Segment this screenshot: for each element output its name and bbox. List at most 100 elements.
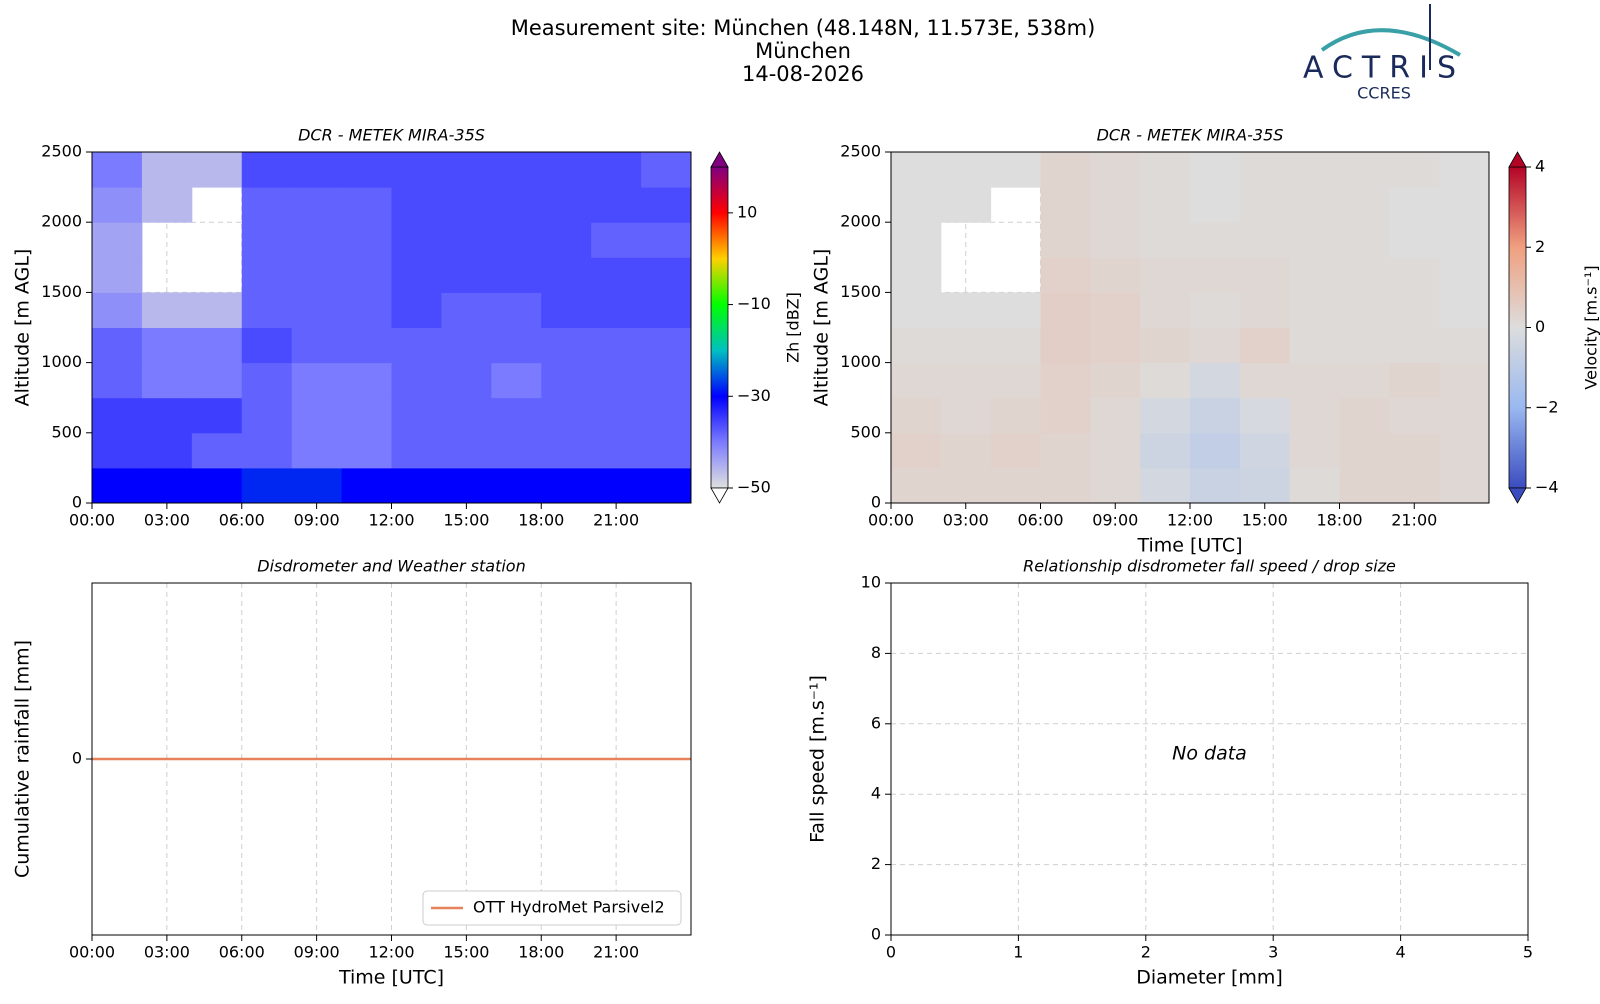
heatmap-cell (1041, 328, 1091, 364)
x-tick-label: 12:00 (368, 511, 414, 530)
heatmap-cell (142, 328, 192, 364)
annotation: No data (1172, 743, 1247, 765)
heatmap-cell (1240, 468, 1290, 504)
heatmap-cell (1090, 433, 1140, 469)
heatmap-cell (1290, 328, 1340, 364)
heatmap-cell (142, 363, 192, 399)
heatmap-cell (192, 328, 242, 364)
x-tick-label: 18:00 (518, 511, 564, 530)
heatmap-cell (92, 433, 142, 469)
heatmap (891, 152, 1490, 504)
heatmap-cell (891, 152, 941, 188)
heatmap-cell (491, 328, 541, 364)
heatmap-cell (192, 398, 242, 434)
heatmap-cell (1041, 187, 1091, 223)
colorbar-extend (1509, 488, 1526, 503)
heatmap-cell (342, 328, 392, 364)
heatmap-cell (92, 187, 142, 223)
heatmap-cell (941, 328, 991, 364)
heatmap-cell (641, 222, 691, 258)
heatmap-cell (1439, 433, 1489, 469)
heatmap-cell (591, 187, 641, 223)
heatmap-cell (541, 468, 591, 504)
heatmap-cell (441, 468, 491, 504)
x-tick-label: 03:00 (144, 943, 190, 962)
heatmap-cell (491, 292, 541, 328)
heatmap-cell (1140, 292, 1190, 328)
heatmap-cell (342, 292, 392, 328)
legend-label: OTT HydroMet Parsivel2 (473, 898, 665, 917)
heatmap-cell (342, 152, 392, 188)
heatmap-cell (941, 363, 991, 399)
colorbar-tick-label: −2 (1535, 397, 1559, 416)
heatmap-cell (242, 398, 292, 434)
heatmap-cell (1340, 328, 1390, 364)
x-tick-label: 1 (1013, 943, 1023, 962)
heatmap-cell (292, 363, 342, 399)
colorbar-tick-label: 10 (737, 202, 757, 221)
heatmap-cell (1041, 363, 1091, 399)
heatmap-cell (242, 292, 292, 328)
heatmap-cell (392, 152, 442, 188)
heatmap-cell (92, 468, 142, 504)
heatmap-cell (1340, 292, 1390, 328)
heatmap-cell (1389, 257, 1439, 293)
x-tick-label: 15:00 (1242, 511, 1288, 530)
heatmap-cell (541, 292, 591, 328)
heatmap-cell (1389, 187, 1439, 223)
colorbar-extend (1509, 152, 1526, 167)
heatmap-cell (1140, 328, 1190, 364)
heatmap-cell (1140, 152, 1190, 188)
heatmap-cell (641, 257, 691, 293)
heatmap-cell (1340, 398, 1390, 434)
heatmap-cell (1041, 152, 1091, 188)
heatmap-cell (292, 328, 342, 364)
heatmap-cell (541, 187, 591, 223)
heatmap-cell (1041, 222, 1091, 258)
heatmap-cell (891, 433, 941, 469)
colorbar-tick-label: 0 (1535, 317, 1545, 336)
x-tick-label: 0 (886, 943, 896, 962)
y-tick-label: 2500 (840, 142, 881, 161)
heatmap-cell (1041, 398, 1091, 434)
y-tick-label: 6 (871, 713, 881, 732)
heatmap-cell (1240, 398, 1290, 434)
heatmap-cell (941, 187, 991, 223)
x-tick-label: 06:00 (219, 943, 265, 962)
x-tick-label: 21:00 (593, 943, 639, 962)
heatmap-cell (392, 468, 442, 504)
heatmap-cell (591, 468, 641, 504)
x-tick-label: 21:00 (1391, 511, 1437, 530)
heatmap-cell (1090, 328, 1140, 364)
heatmap-cell (1090, 152, 1140, 188)
heatmap-cell (1190, 468, 1240, 504)
heatmap-cell (342, 363, 392, 399)
heatmap-cell (491, 257, 541, 293)
heatmap-cell (92, 222, 142, 258)
heatmap-cell (1240, 292, 1290, 328)
heatmap-cell (891, 292, 941, 328)
heatmap-cell (591, 398, 641, 434)
y-tick-label: 1000 (41, 352, 82, 371)
heatmap-cell (441, 222, 491, 258)
y-tick-label: 2 (871, 854, 881, 873)
heatmap-cell (1090, 187, 1140, 223)
y-tick-label: 2500 (41, 142, 82, 161)
heatmap-cell (991, 292, 1041, 328)
x-tick-label: 09:00 (294, 943, 340, 962)
heatmap-cell (1439, 222, 1489, 258)
heatmap-cell (342, 222, 392, 258)
colorbar-tick-label: −4 (1535, 478, 1559, 497)
heatmap-cell (342, 187, 392, 223)
y-tick-label: 10 (861, 573, 881, 592)
heatmap-cell (991, 363, 1041, 399)
heatmap-cell (491, 398, 541, 434)
heatmap-cell (92, 257, 142, 293)
heatmap-cell (1439, 152, 1489, 188)
panel-title: DCR - METEK MIRA-35S (1097, 126, 1284, 145)
heatmap-cell (541, 433, 591, 469)
x-tick-label: 3 (1268, 943, 1278, 962)
x-tick-label: 09:00 (294, 511, 340, 530)
heatmap-cell (891, 222, 941, 258)
